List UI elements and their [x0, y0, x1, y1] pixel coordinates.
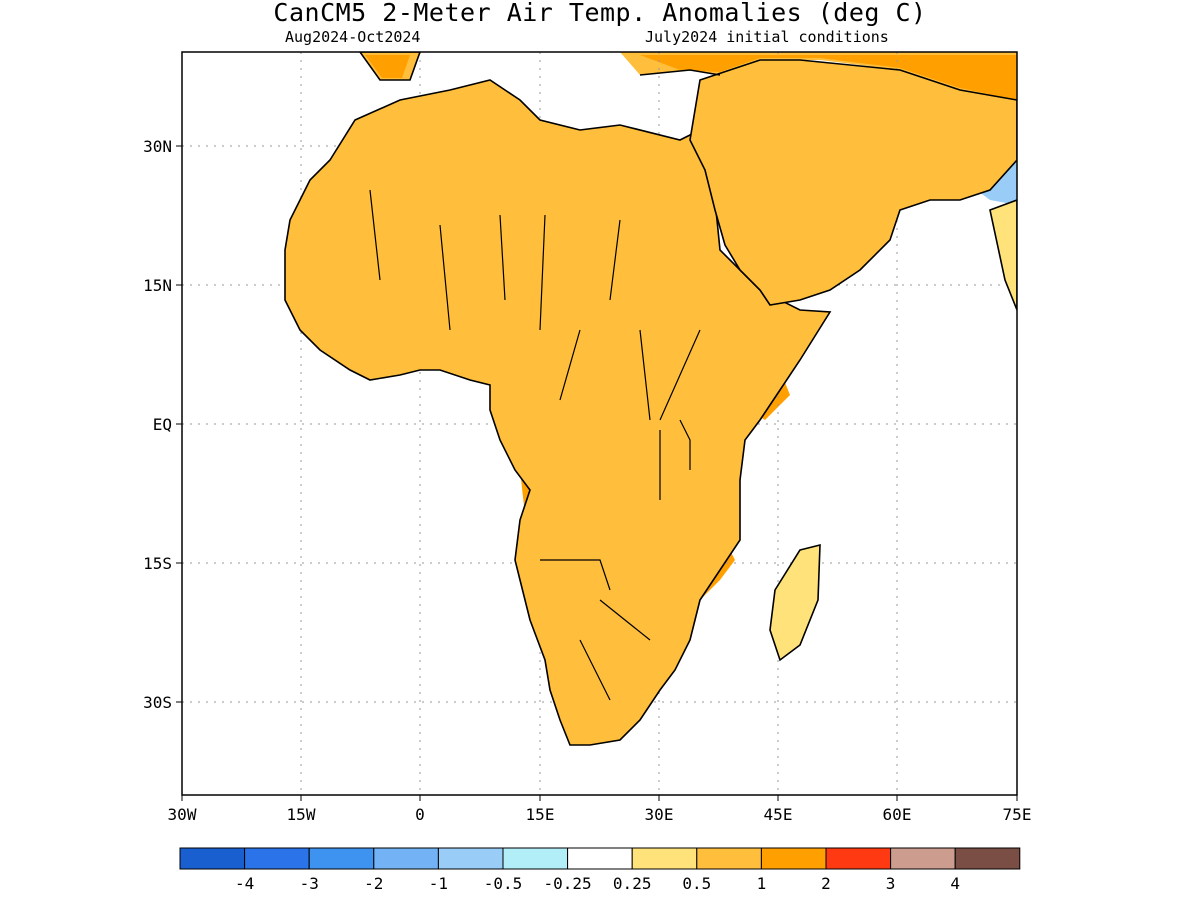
x-tick-75e: 75E	[1003, 805, 1032, 824]
legend-label: 1	[757, 874, 767, 893]
x-tick-15e: 15E	[526, 805, 555, 824]
europe-landmass	[360, 52, 1017, 100]
y-tick-eq: EQ	[153, 415, 172, 434]
legend-swatch	[954, 847, 1021, 870]
legend-swatch	[308, 847, 375, 870]
x-tick-0: 0	[415, 805, 425, 824]
y-tick-30s: 30S	[143, 693, 172, 712]
legend-swatch	[179, 847, 246, 870]
x-ticks	[181, 795, 1018, 801]
legend-swatch	[373, 847, 439, 870]
legend-label: 3	[886, 874, 896, 893]
y-ticks	[176, 145, 182, 703]
x-tick-30e: 30E	[645, 805, 674, 824]
legend-label: 4	[950, 874, 960, 893]
legend-swatch	[437, 847, 504, 870]
x-tick-60e: 60E	[883, 805, 912, 824]
x-tick-45e: 45E	[764, 805, 793, 824]
legend-label: -4	[235, 874, 254, 893]
legend-label: -2	[364, 874, 383, 893]
legend-label: -3	[300, 874, 319, 893]
legend-swatch	[631, 847, 698, 870]
x-tick-15w: 15W	[287, 805, 316, 824]
legend-label: 0.25	[613, 874, 652, 893]
legend-swatch	[890, 847, 956, 870]
y-tick-15s: 15S	[143, 554, 172, 573]
legend-label: -0.5	[484, 874, 523, 893]
x-tick-labels: 30W 15W 0 15E 30E 45E 60E 75E	[168, 805, 1032, 824]
y-tick-30n: 30N	[143, 137, 172, 156]
legend-swatch	[567, 847, 633, 870]
legend-swatch	[244, 847, 310, 870]
y-tick-labels: 30N 15N EQ 15S 30S	[143, 137, 172, 712]
legend-label: -0.25	[544, 874, 592, 893]
legend-swatch	[696, 847, 762, 870]
x-tick-30w: 30W	[168, 805, 197, 824]
legend-swatch	[825, 847, 892, 870]
legend-label: 0.5	[682, 874, 711, 893]
legend-label: 2	[821, 874, 831, 893]
legend-label: -1	[429, 874, 448, 893]
map-title: CanCM5 2-Meter Air Temp. Anomalies (deg …	[273, 0, 927, 27]
coastlines	[284, 52, 1017, 746]
color-legend: -4 -3 -2 -1 -0.5 -0.25 0.25 0.5 1 2 3 4	[179, 847, 1021, 893]
initial-conditions: July2024 initial conditions	[645, 28, 889, 46]
forecast-period: Aug2024-Oct2024	[285, 28, 421, 46]
y-tick-15n: 15N	[143, 276, 172, 295]
legend-swatch	[760, 847, 827, 870]
legend-swatch	[502, 847, 569, 870]
